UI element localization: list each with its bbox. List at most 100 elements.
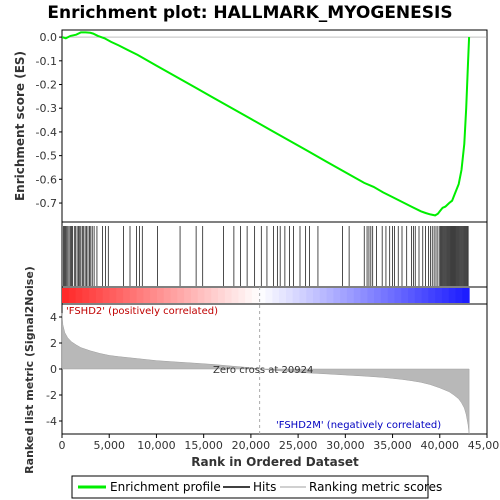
colorbar-segment [414, 288, 423, 303]
colorbar-segment [421, 288, 429, 303]
x-tick-label: 5,000 [93, 439, 125, 452]
colorbar-segment [95, 288, 104, 303]
es-y-tick-label: -0.5 [36, 150, 57, 163]
es-y-tick-label: -0.6 [36, 173, 57, 186]
legend-metric-label: Ranking metric scores [309, 480, 442, 494]
es-group [61, 31, 487, 217]
negative-label: 'FSHD2M' (negatively correlated) [276, 420, 441, 431]
colorbar-segment [129, 288, 138, 303]
colorbar-segment [123, 288, 131, 303]
positive-label: 'FSHD2' (positively correlated) [66, 306, 218, 317]
x-tick-label: 25,000 [279, 439, 318, 452]
x-tick-label: 10,000 [137, 439, 176, 452]
colorbar-segment [156, 288, 165, 303]
colorbar-segment [68, 288, 77, 303]
colorbar-segment [333, 288, 341, 303]
colorbar-segment [170, 288, 178, 303]
colorbar-segment [136, 288, 145, 303]
colorbar-segment [319, 288, 328, 303]
colorbar-segment [441, 288, 450, 303]
x-tick-label: 35,000 [373, 439, 412, 452]
es-y-tick-label: -0.1 [36, 55, 57, 68]
colorbar-segment [292, 288, 301, 303]
colorbar-segment [353, 288, 362, 303]
colorbar-segment [197, 288, 206, 303]
colorbar-segment [238, 288, 246, 303]
metric-axis-title: Ranked list metric (Signal2Noise) [23, 266, 36, 474]
metric-area [61, 313, 470, 435]
colorbar-segment [340, 288, 348, 303]
colorbar-segment [89, 288, 97, 303]
colorbar-segment [428, 288, 436, 303]
colorbar-segment [184, 288, 192, 303]
es-y-tick-label: -0.2 [36, 79, 57, 92]
colorbar-segment [245, 288, 253, 303]
x-tick-label: 30,000 [326, 439, 365, 452]
colorbar-segment [102, 288, 111, 303]
metric-y-tick-label: -4 [46, 415, 57, 428]
x-tick-label: 20,000 [232, 439, 271, 452]
x-tick-label: 45,000 [468, 439, 500, 452]
x-tick-label: 15,000 [184, 439, 223, 452]
metric-y-tick-label: 0 [50, 363, 57, 376]
colorbar-segment [204, 288, 212, 303]
colorbar-segment [306, 288, 314, 303]
es-y-tick-label: 0.0 [40, 31, 58, 44]
colorbar-segment [380, 288, 389, 303]
metric-y-tick-label: -2 [46, 389, 57, 402]
colorbar-segment [394, 288, 402, 303]
colorbar-segment [265, 288, 273, 303]
colorbar-segment [435, 288, 443, 303]
metric-y-tick-label: 4 [50, 311, 57, 324]
colorbar-segment [218, 288, 226, 303]
colorbar-segment [285, 288, 294, 303]
colorbar-segment [190, 288, 199, 303]
colorbar-segment [116, 288, 124, 303]
colorbar-segment [326, 288, 334, 303]
colorbar-segment [299, 288, 307, 303]
legend-hits-label: Hits [253, 480, 276, 494]
colorbar-segment [75, 288, 83, 303]
es-panel-frame [61, 29, 488, 223]
colorbar-segment [258, 288, 267, 303]
colorbar-segment [374, 288, 382, 303]
x-tick-label: 40,000 [421, 439, 460, 452]
chart-title: Enrichment plot: HALLMARK_MYOGENESIS [47, 3, 452, 23]
es-y-tick-label: -0.4 [36, 126, 57, 139]
es-axis-title: Enrichment score (ES) [13, 51, 27, 201]
colorbar-segment [163, 288, 172, 303]
colorbar-segment [150, 288, 158, 303]
colorbar-segment [143, 288, 151, 303]
colorbar-segment [82, 288, 90, 303]
colorbar-segment [211, 288, 219, 303]
legend-es-label: Enrichment profile [110, 480, 221, 494]
es-y-tick-label: -0.3 [36, 102, 57, 115]
es-curve [61, 31, 471, 217]
colorbar-segment [455, 288, 463, 303]
colorbar-segment [231, 288, 239, 303]
colorbar-segment [387, 288, 396, 303]
colorbar-segment [360, 288, 368, 303]
colorbar [62, 288, 470, 303]
metric-y-tick-label: 2 [50, 337, 57, 350]
colorbar-segment [251, 288, 260, 303]
colorbar-segment [279, 288, 287, 303]
colorbar-segment [367, 288, 375, 303]
colorbar-segment [401, 288, 409, 303]
metric-group [61, 287, 470, 435]
colorbar-segment [224, 288, 233, 303]
x-axis-title: Rank in Ordered Dataset [191, 455, 359, 469]
colorbar-segment [272, 288, 280, 303]
es-y-tick-label: -0.7 [36, 197, 57, 210]
colorbar-segment [407, 288, 416, 303]
x-tick-label: 0 [59, 439, 66, 452]
colorbar-segment [177, 288, 185, 303]
hits-group [63, 226, 469, 286]
hits-panel-frame [61, 221, 488, 288]
colorbar-segment [462, 288, 470, 303]
colorbar-segment [448, 288, 457, 303]
colorbar-segment [62, 288, 70, 303]
colorbar-segment [109, 288, 117, 303]
